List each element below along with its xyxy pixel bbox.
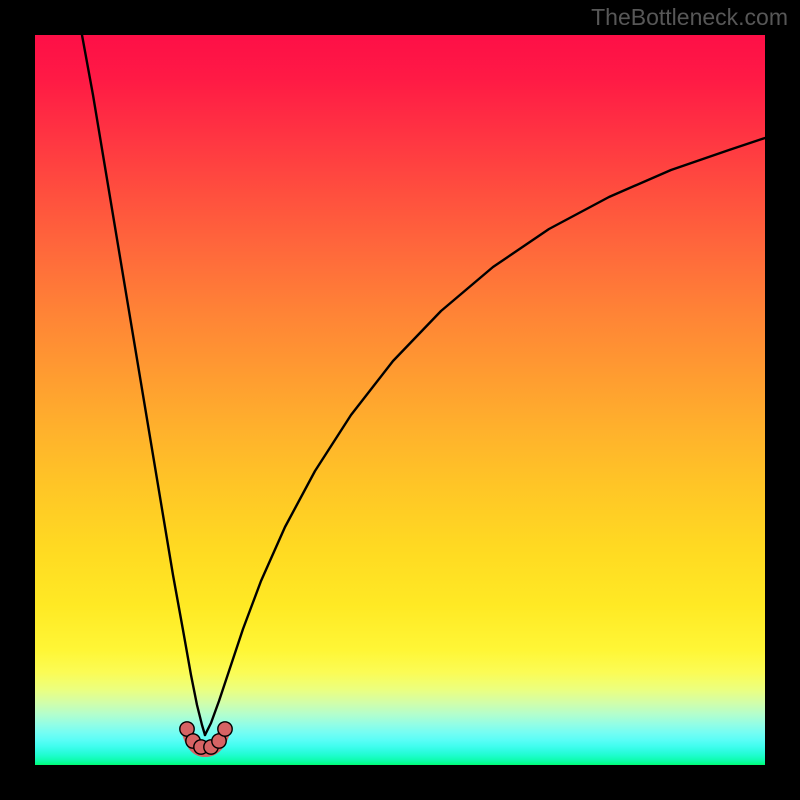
plot-area <box>35 35 765 765</box>
bottom-marker <box>218 722 232 736</box>
plot-svg <box>35 35 765 765</box>
curve-left-branch <box>82 35 205 735</box>
curve-right-branch <box>205 138 765 735</box>
watermark-label: TheBottleneck.com <box>591 4 788 31</box>
